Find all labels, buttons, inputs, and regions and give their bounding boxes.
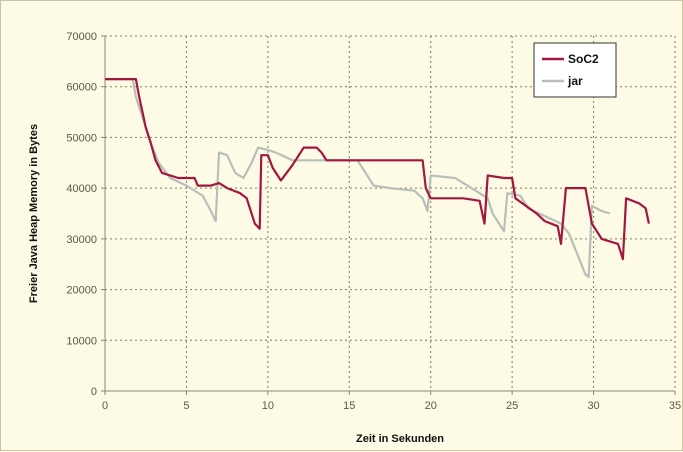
series-line-soc2 <box>105 78 650 261</box>
x-tick-label: 30 <box>587 400 599 412</box>
y-tick-label: 40000 <box>66 183 97 195</box>
y-tick-label: 0 <box>91 386 97 398</box>
x-tick-label: 20 <box>425 400 437 412</box>
x-tick-label: 0 <box>102 400 108 412</box>
x-tick-label: 5 <box>183 400 189 412</box>
y-tick-label: 20000 <box>66 285 97 297</box>
x-tick-label: 35 <box>669 400 681 412</box>
series-line-jar <box>105 78 611 278</box>
x-axis-title: Zeit in Sekunden <box>356 433 444 445</box>
x-tick-label: 10 <box>262 400 274 412</box>
legend-box <box>533 42 617 98</box>
y-tick-label: 50000 <box>66 132 97 144</box>
y-axis-title: Freier Java Heap Memory in Bytes <box>28 124 40 303</box>
y-tick-label: 30000 <box>66 234 97 246</box>
legend-label-jar: jar <box>567 74 583 88</box>
x-tick-label: 15 <box>343 400 355 412</box>
x-tick-label: 25 <box>506 400 518 412</box>
legend-label-soc2: SoC2 <box>568 52 599 66</box>
y-tick-label: 10000 <box>66 335 97 347</box>
y-tick-label: 60000 <box>66 82 97 94</box>
y-tick-label: 70000 <box>66 31 97 43</box>
